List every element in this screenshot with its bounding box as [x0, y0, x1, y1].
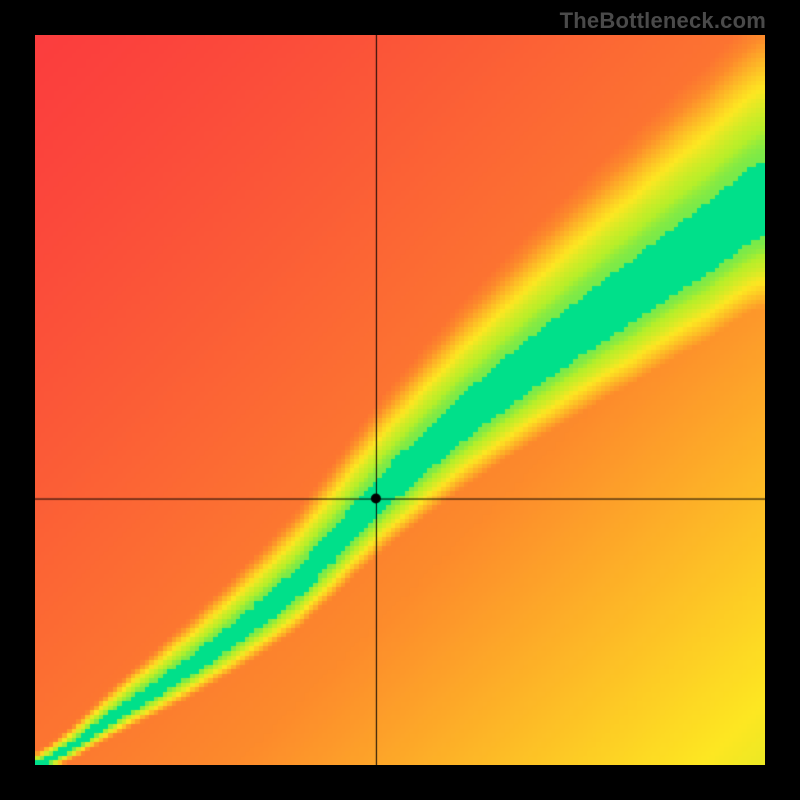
- heatmap-canvas: [35, 35, 765, 765]
- watermark-text: TheBottleneck.com: [560, 8, 766, 34]
- heatmap-plot: [35, 35, 765, 765]
- chart-container: TheBottleneck.com: [0, 0, 800, 800]
